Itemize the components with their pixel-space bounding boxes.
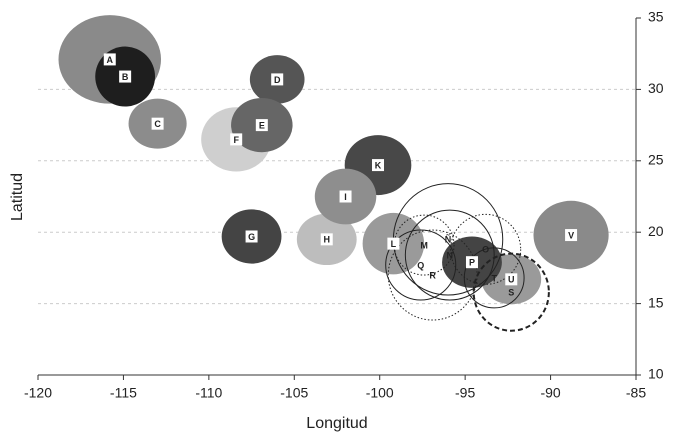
x-axis-label: Longitud: [306, 415, 367, 432]
ellipse-label: E: [259, 120, 265, 130]
ellipse-label: C: [154, 119, 161, 129]
region-ellipse: [472, 252, 550, 332]
ellipse-label: R: [429, 270, 436, 280]
ellipse-label: H: [323, 235, 330, 245]
ellipse-label: D: [274, 75, 281, 85]
ellipse-label: P: [469, 258, 475, 268]
ellipse-label: S: [508, 288, 514, 298]
region-ellipse: [404, 209, 495, 301]
label-box: [151, 117, 164, 130]
ellipse-label: U: [508, 275, 515, 285]
label-box: [255, 119, 268, 132]
label-box: [339, 190, 352, 203]
ellipse-label: F: [233, 135, 239, 145]
y-tick-label: 35: [648, 9, 664, 25]
region-ellipse: [385, 229, 457, 301]
ellipse-label: K: [375, 160, 382, 170]
ellipse-label: O: [482, 245, 489, 255]
ellipse-label: Ñ: [445, 235, 452, 245]
x-tick-label: -100: [366, 385, 394, 401]
y-tick-label: 30: [648, 80, 664, 96]
x-tick-label: -85: [626, 385, 646, 401]
ellipse-label: Q: [417, 260, 424, 270]
label-box: [119, 70, 132, 83]
ellipse-label: L: [391, 239, 397, 249]
ellipse-label: N: [447, 250, 454, 260]
x-tick-label: -120: [24, 385, 52, 401]
label-box: [465, 256, 478, 269]
y-tick-label: 10: [648, 366, 664, 382]
ellipse-label: A: [107, 55, 114, 65]
ellipse-label: B: [122, 72, 129, 82]
x-tick-label: -95: [455, 385, 475, 401]
label-box: [230, 133, 243, 146]
x-tick-label: -115: [110, 385, 137, 401]
region-ellipse: [450, 213, 522, 285]
x-tick-label: -110: [195, 385, 222, 401]
x-tick-label: -90: [540, 385, 560, 401]
label-box: [372, 159, 385, 172]
region-ellipse: [463, 247, 525, 309]
label-box: [387, 237, 400, 250]
label-box: [505, 273, 518, 286]
label-box: [320, 233, 333, 246]
y-tick-label: 15: [648, 294, 664, 310]
label-box: [565, 229, 578, 242]
ellipse-label: I: [344, 192, 347, 202]
ellipse-label: T: [491, 273, 497, 283]
label-box: [271, 73, 284, 86]
ellipse-label: M: [420, 240, 428, 250]
y-axis-label: Latitud: [9, 173, 26, 221]
region-ellipse: [393, 214, 455, 276]
y-tick-label: 25: [648, 152, 664, 168]
y-tick-label: 20: [648, 223, 664, 239]
label-box: [245, 230, 258, 243]
label-box: [103, 53, 116, 66]
ellipse-label: V: [568, 230, 574, 240]
ellipse-label: G: [248, 232, 255, 242]
x-tick-label: -105: [280, 385, 308, 401]
